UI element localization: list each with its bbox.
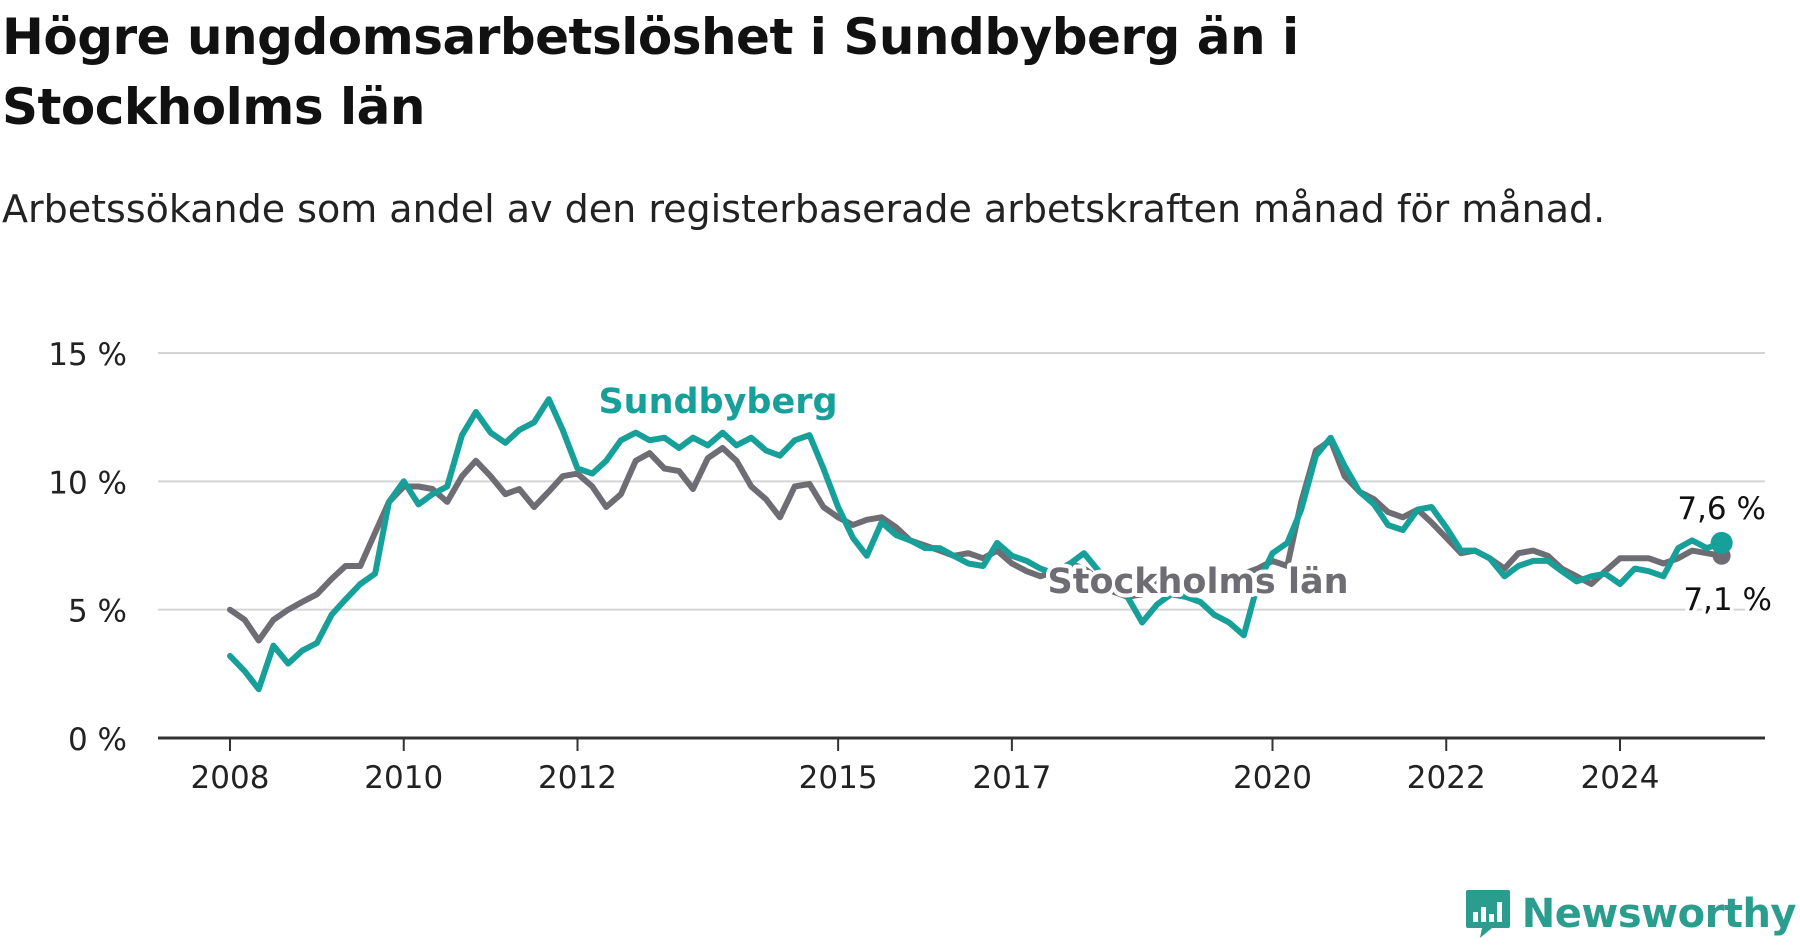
- stockholm-series-label: Stockholms län: [1048, 562, 1349, 602]
- chart-subtitle: Arbetssökande som andel av den registerb…: [2, 187, 1606, 231]
- sundbyberg-series-label-halo: Sundbyberg: [598, 382, 837, 422]
- brand-name: Newsworthy: [1521, 891, 1797, 937]
- x-tick-label: 2024: [1581, 760, 1660, 796]
- y-tick-label: 10 %: [48, 465, 127, 501]
- stockholm-end-value: 7,1 %: [1683, 582, 1772, 618]
- x-tick-label: 2017: [972, 760, 1051, 796]
- x-tick-label: 2012: [538, 760, 617, 796]
- x-tick-label: 2010: [364, 760, 443, 796]
- x-tick-label: 2008: [191, 760, 270, 796]
- x-tick-label: 2020: [1233, 760, 1312, 796]
- newsworthy-brand: Newsworthy: [1464, 888, 1797, 940]
- stockholm-series-label-halo: Stockholms län: [1048, 562, 1349, 602]
- y-tick-label: 0 %: [68, 722, 127, 758]
- sundbyberg-end-value: 7,6 %: [1677, 491, 1766, 527]
- y-tick-label: 5 %: [68, 594, 127, 630]
- sundbyberg-end-marker: [1710, 531, 1733, 554]
- y-axis: 0 % 5 % 10 % 15 %: [48, 337, 127, 758]
- series-lines: [227, 396, 1733, 693]
- sundbyberg-series-label: Sundbyberg: [598, 382, 837, 422]
- sundbyberg-line: [227, 396, 1725, 693]
- sundbyberg-end-value-halo: 7,6 %: [1677, 491, 1766, 527]
- line-chart: 2008 2010 2012 2015 2017 2020 2022 2024 0 % 5 % 1…: [48, 337, 1776, 796]
- chart-title: Högre ungdomsarbetslöshet i Sundbyberg ä…: [2, 8, 1299, 136]
- x-axis: 2008 2010 2012 2015 2017 2020 2022 2024: [158, 736, 1765, 796]
- x-tick-label: 2015: [799, 760, 878, 796]
- gridlines: [158, 352, 1765, 611]
- y-tick-label: 15 %: [48, 337, 127, 373]
- stockholm-end-value-halo: 7,1 %: [1683, 582, 1772, 618]
- newsworthy-logo-icon: [1465, 890, 1510, 938]
- x-tick-label: 2022: [1407, 760, 1486, 796]
